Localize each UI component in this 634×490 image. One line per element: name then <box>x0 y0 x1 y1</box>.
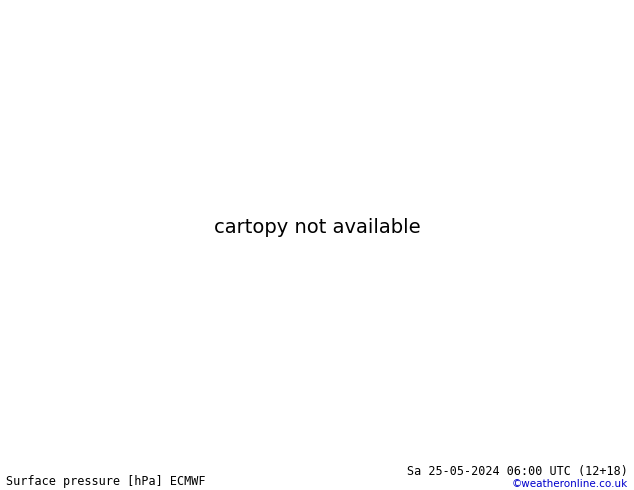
Text: ©weatheronline.co.uk: ©weatheronline.co.uk <box>512 479 628 489</box>
Text: Surface pressure [hPa] ECMWF: Surface pressure [hPa] ECMWF <box>6 474 206 488</box>
Text: Sa 25-05-2024 06:00 UTC (12+18): Sa 25-05-2024 06:00 UTC (12+18) <box>407 465 628 478</box>
Text: cartopy not available: cartopy not available <box>214 219 420 237</box>
